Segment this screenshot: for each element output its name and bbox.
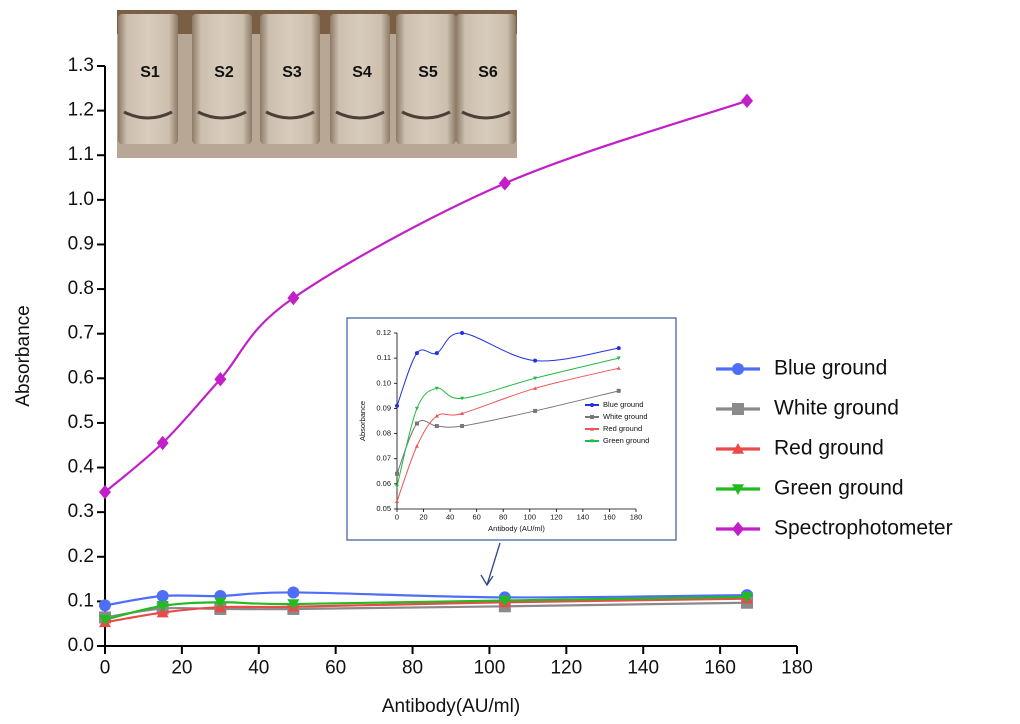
x-axis-label: Antibody (AU/ml)	[488, 524, 545, 533]
y-tick-label: 0.3	[68, 501, 94, 522]
y-tick-label: 0.05	[376, 504, 391, 513]
marker	[499, 176, 511, 190]
figure: S1 S2 S3 S4 S5 S6 0.0 0.1 0.2 0.3 0.4 0.5 0.6 0.7 0.8…	[0, 0, 1020, 724]
x-tick-label: 80	[402, 657, 423, 678]
legend-label: Red ground	[603, 424, 642, 433]
x-tick-label: 100	[474, 657, 506, 678]
marker	[533, 359, 537, 363]
y-tick-label: 0.7	[68, 323, 94, 344]
y-tick-label: 0.10	[376, 378, 391, 387]
x-tick-label: 20	[419, 513, 427, 522]
marker	[435, 351, 439, 355]
y-axis-label: Absorbance	[358, 401, 367, 441]
x-tick-label: 160	[603, 513, 616, 522]
marker	[533, 409, 537, 413]
y-tick-label: 0.08	[376, 429, 391, 438]
marker	[157, 590, 169, 602]
cuvette-label: S6	[478, 64, 498, 81]
marker	[617, 389, 621, 393]
x-tick-label: 20	[171, 657, 192, 678]
marker	[99, 599, 111, 611]
marker	[460, 424, 464, 428]
x-tick-label: 120	[550, 513, 563, 522]
marker	[732, 522, 744, 536]
x-tick-label: 40	[446, 513, 454, 522]
marker	[732, 363, 744, 375]
legend-label: White ground	[603, 412, 648, 421]
marker	[732, 403, 744, 415]
x-tick-label: 160	[704, 657, 736, 678]
marker	[99, 485, 111, 499]
y-tick-label: 0.09	[376, 403, 391, 412]
y-tick-label: 0.9	[68, 233, 94, 254]
y-tick-label: 1.3	[68, 55, 94, 76]
legend-label: White ground	[774, 397, 899, 420]
legend-label: Green ground	[603, 436, 649, 445]
marker	[590, 403, 594, 407]
marker	[415, 351, 419, 355]
marker	[395, 404, 399, 408]
cuvette-label: S1	[140, 64, 160, 81]
y-tick-label: 1.1	[68, 144, 94, 165]
inset-plot: 0.05 0.06 0.07 0.08 0.09 0.10 0.11 0.12 0 20 40 60 8…	[347, 318, 676, 540]
x-tick-label: 60	[472, 513, 480, 522]
marker	[590, 415, 594, 419]
y-axis-label: Absorbance	[13, 305, 34, 406]
y-tick-label: 1.0	[68, 189, 94, 210]
x-tick-label: 40	[248, 657, 269, 678]
y-tick-label: 0.0	[68, 635, 94, 656]
x-tick-label: 140	[577, 513, 590, 522]
cuvette-photo: S1 S2 S3 S4 S5 S6	[117, 10, 517, 158]
legend-label: Green ground	[774, 477, 904, 500]
y-tick-label: 0.1	[68, 590, 94, 611]
y-tick-label: 1.2	[68, 100, 94, 121]
y-tick-label: 0.06	[376, 479, 391, 488]
marker	[617, 346, 621, 350]
cuvette-label: S3	[282, 64, 302, 81]
x-tick-label: 80	[499, 513, 507, 522]
legend-label: Red ground	[774, 437, 884, 460]
marker	[395, 472, 399, 476]
x-tick-label: 60	[325, 657, 346, 678]
x-tick-label: 180	[781, 657, 813, 678]
x-tick-label: 140	[627, 657, 659, 678]
x-tick-label: 0	[100, 657, 111, 678]
y-tick-label: 0.07	[376, 454, 391, 463]
x-tick-label: 120	[550, 657, 582, 678]
inset-arrow	[481, 543, 500, 585]
marker	[435, 424, 439, 428]
cuvette-label: S5	[418, 64, 438, 81]
y-tick-label: 0.6	[68, 367, 94, 388]
legend-label: Blue ground	[603, 400, 643, 409]
marker	[287, 291, 299, 305]
y-tick-label: 0.12	[376, 328, 391, 337]
y-tick-label: 0.5	[68, 412, 94, 433]
y-tick-label: 0.4	[68, 457, 95, 478]
x-axis-label: Antibody(AU/ml)	[382, 696, 520, 717]
y-tick-label: 0.2	[68, 546, 94, 567]
marker	[415, 422, 419, 426]
cuvette-label: S2	[214, 64, 234, 81]
legend-label: Spectrophotometer	[774, 517, 953, 540]
x-tick-label: 0	[395, 513, 399, 522]
x-tick-label: 180	[630, 513, 643, 522]
cuvette-label: S4	[352, 64, 372, 81]
y-tick-label: 0.8	[68, 278, 94, 299]
x-tick-label: 100	[524, 513, 537, 522]
y-tick-label: 0.11	[377, 353, 391, 362]
marker	[460, 331, 464, 335]
marker	[287, 586, 299, 598]
marker	[741, 94, 753, 108]
legend-label: Blue ground	[774, 357, 887, 380]
